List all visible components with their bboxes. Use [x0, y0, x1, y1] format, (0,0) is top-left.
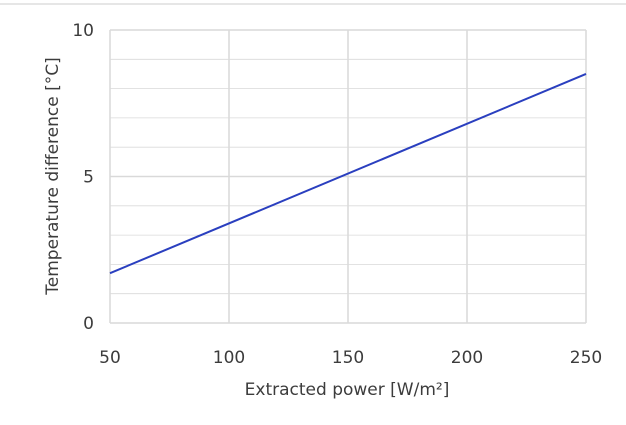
- x-axis-label: Extracted power [W/m²]: [245, 380, 450, 400]
- x-tick-label: 150: [332, 348, 364, 368]
- y-tick-label: 0: [83, 314, 94, 334]
- x-tick-label: 200: [451, 348, 483, 368]
- series-group: [109, 73, 587, 275]
- x-tick-label: 250: [570, 348, 602, 368]
- x-tick-label: 100: [213, 348, 245, 368]
- y-tick-label: 10: [72, 21, 94, 41]
- series-line: [109, 73, 587, 275]
- grid: [109, 29, 587, 324]
- y-axis-label: Temperature difference [°C]: [43, 57, 63, 295]
- y-tick-label: 5: [83, 168, 94, 188]
- x-tick-label: 50: [99, 348, 121, 368]
- tick-labels: 50 100 150 200 250 0 5 10: [72, 21, 602, 368]
